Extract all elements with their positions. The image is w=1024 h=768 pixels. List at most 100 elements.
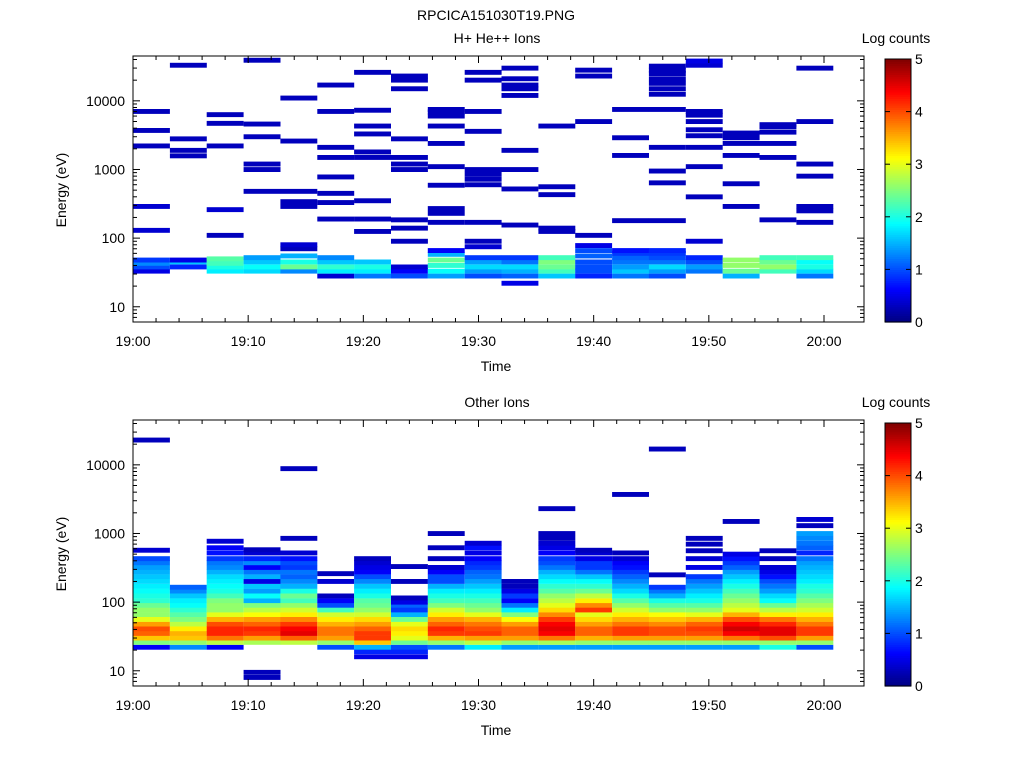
x-tick-label: 19:10: [231, 697, 266, 713]
energy-bin: [280, 466, 318, 472]
colorbar-swatch: [885, 567, 911, 571]
energy-bin: [317, 255, 355, 261]
energy-bin: [243, 574, 281, 580]
energy-bin: [391, 607, 428, 613]
energy-bin: [317, 612, 355, 617]
energy-bin: [575, 73, 613, 79]
colorbar-swatch: [885, 83, 911, 86]
energy-bin: [575, 264, 613, 270]
energy-bin: [685, 238, 723, 244]
energy-bin: [133, 602, 170, 608]
colorbar-swatch: [885, 471, 911, 475]
colorbar-swatch: [885, 440, 911, 444]
colorbar-swatch: [885, 129, 911, 132]
energy-bin: [612, 565, 649, 570]
x-tick-label: 19:30: [461, 333, 496, 349]
colorbar-swatch: [885, 637, 911, 641]
energy-bin: [391, 635, 428, 641]
energy-bin: [501, 255, 539, 261]
colorbar-swatch: [885, 436, 911, 439]
colorbar-swatch: [885, 508, 911, 512]
energy-bin: [685, 635, 723, 641]
energy-bin: [169, 631, 207, 636]
colorbar-swatch: [885, 256, 911, 260]
colorbar-swatch: [885, 76, 911, 80]
colorbar-swatch: [885, 512, 911, 516]
colorbar-swatch: [885, 479, 911, 483]
colorbar-swatch: [885, 664, 911, 667]
colorbar-swatch: [885, 572, 911, 575]
colorbar-swatch: [885, 319, 911, 323]
energy-bin: [538, 225, 576, 231]
energy-bin: [759, 583, 797, 589]
energy-bin: [501, 639, 539, 645]
energy-bin: [243, 134, 281, 140]
colorbar-label: Log counts: [862, 30, 931, 46]
energy-bin: [280, 593, 318, 599]
energy-bin: [501, 607, 539, 613]
energy-bin: [133, 579, 170, 584]
colorbar-swatch: [885, 118, 911, 121]
energy-bin: [501, 598, 539, 604]
energy-bin: [133, 204, 170, 209]
energy-bin: [612, 107, 649, 112]
energy-bin: [133, 621, 170, 627]
energy-bin: [464, 569, 502, 575]
energy-bin: [722, 574, 760, 580]
energy-bin: [722, 598, 760, 604]
energy-bin: [464, 626, 502, 632]
energy-bin: [391, 612, 428, 617]
colorbar-swatch: [885, 532, 911, 536]
colorbar-swatch: [885, 271, 911, 275]
energy-bin: [354, 602, 391, 608]
energy-bin: [464, 617, 502, 622]
energy-bin: [354, 259, 391, 265]
energy-bin: [612, 639, 649, 645]
energy-bin: [133, 257, 170, 263]
energy-bin: [538, 259, 576, 265]
energy-bin: [538, 255, 576, 261]
energy-bin: [391, 631, 428, 636]
energy-bin: [206, 612, 244, 617]
energy-bin: [169, 612, 207, 617]
colorbar-swatch: [885, 240, 911, 244]
energy-bin: [685, 541, 723, 547]
colorbar-swatch: [885, 227, 911, 231]
energy-bin: [722, 153, 760, 158]
energy-bin: [243, 188, 281, 194]
colorbar-swatch: [885, 447, 911, 450]
colorbar-swatch: [885, 72, 911, 75]
energy-bin: [501, 259, 539, 265]
colorbar-swatch: [885, 135, 911, 139]
energy-bin: [648, 268, 686, 274]
colorbar-swatch: [885, 249, 911, 253]
energy-bin: [685, 112, 723, 118]
energy-bin: [722, 130, 760, 136]
colorbar-swatch: [885, 565, 911, 569]
colorbar-swatch: [885, 526, 911, 529]
x-tick-label: 19:40: [576, 697, 611, 713]
y-axis-label: Energy (eV): [53, 517, 69, 592]
energy-bin: [169, 635, 207, 641]
energy-bin: [685, 259, 723, 265]
colorbar-swatch: [885, 140, 911, 143]
energy-bin: [354, 612, 391, 617]
colorbar-swatch: [885, 458, 911, 461]
energy-bin: [648, 607, 686, 613]
energy-bin: [464, 244, 502, 250]
energy-bin: [391, 217, 428, 223]
colorbar-swatch: [885, 157, 911, 161]
energy-bin: [538, 560, 576, 566]
colorbar-tick-label: 5: [915, 51, 923, 67]
colorbar-swatch: [885, 94, 911, 97]
energy-bin: [280, 569, 318, 575]
energy-bin: [133, 612, 170, 617]
energy-bin: [317, 571, 355, 577]
energy-bin: [575, 547, 613, 553]
energy-bin: [206, 602, 244, 608]
energy-bin: [243, 579, 281, 584]
energy-bin: [243, 268, 281, 274]
energy-bin: [317, 264, 355, 270]
colorbar-swatch: [885, 657, 911, 661]
energy-bin: [796, 523, 834, 529]
